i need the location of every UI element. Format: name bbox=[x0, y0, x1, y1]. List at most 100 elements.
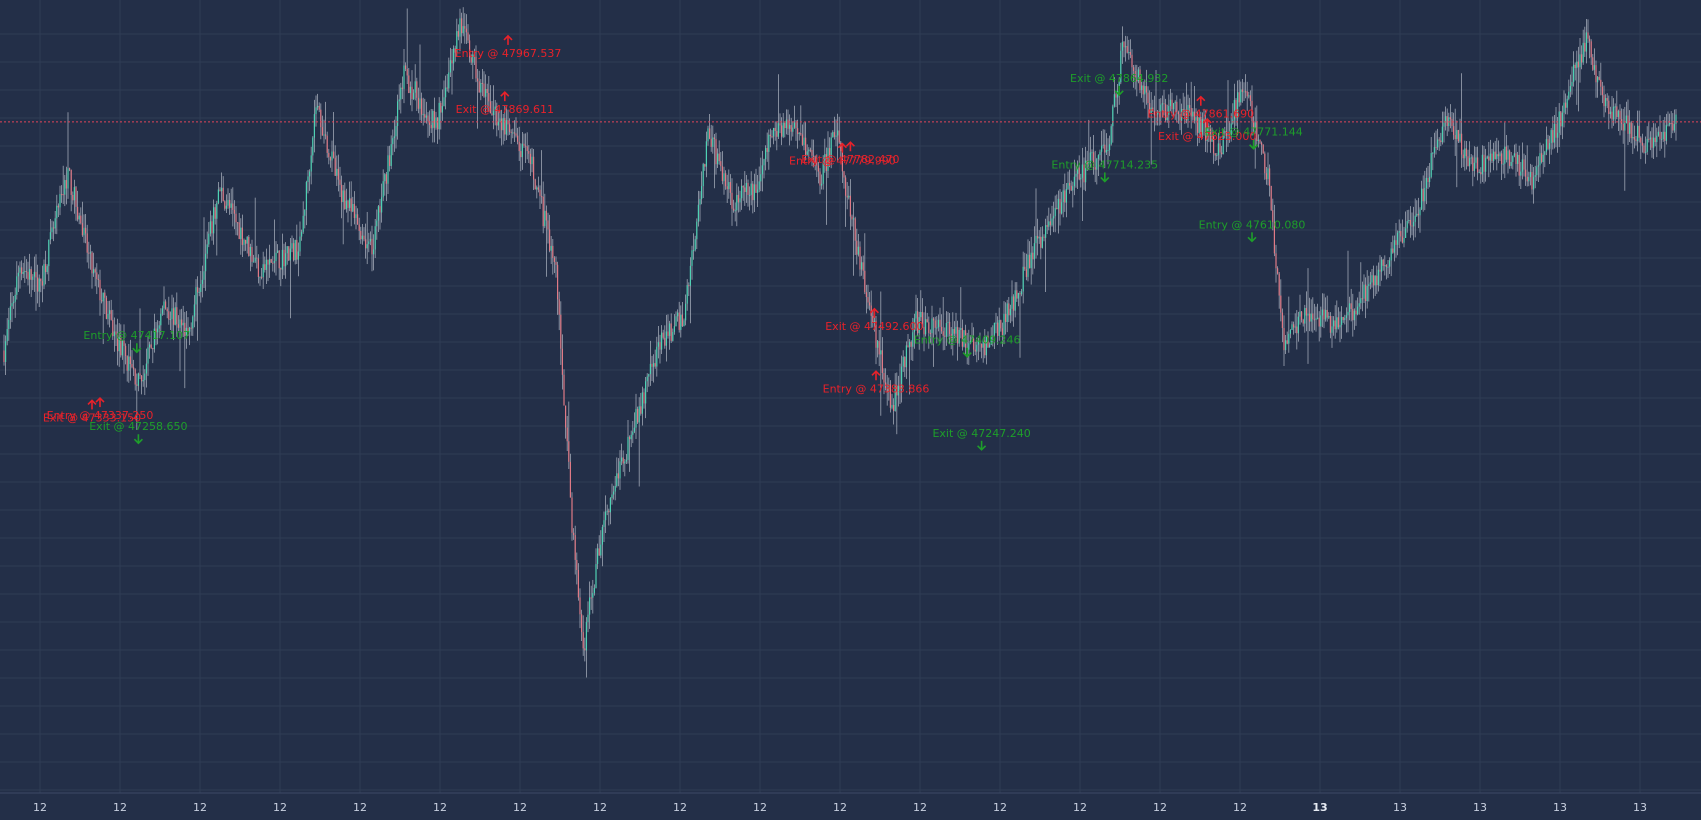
candle-body bbox=[1493, 151, 1495, 162]
trade-marker-entry[interactable]: Entry @ 47779.990 bbox=[789, 142, 896, 168]
candle-body bbox=[430, 124, 432, 129]
trade-marker-entry[interactable]: Entry @ 47417.107 bbox=[83, 329, 190, 354]
candle-body bbox=[166, 308, 168, 312]
candle-body bbox=[150, 344, 152, 349]
candle-body bbox=[373, 249, 375, 255]
x-tick-label: 12 bbox=[993, 801, 1007, 814]
candle-body bbox=[86, 233, 88, 253]
candle-body bbox=[515, 133, 517, 136]
trade-marker-exit[interactable]: Exit @ 47258.650 bbox=[89, 420, 188, 445]
candle-body bbox=[638, 406, 640, 423]
candle-body bbox=[1549, 143, 1551, 149]
candle-body bbox=[43, 264, 45, 286]
candle-body bbox=[435, 117, 437, 128]
candle-body bbox=[1665, 125, 1667, 141]
candle-body bbox=[1379, 269, 1381, 272]
candle-body bbox=[1520, 171, 1522, 176]
candle-body bbox=[969, 340, 971, 344]
candle-body bbox=[235, 213, 237, 223]
candle-body bbox=[1435, 147, 1437, 149]
trade-marker-exit[interactable]: Exit @ 47782.470 bbox=[801, 141, 900, 166]
trade-marker-entry[interactable]: Entry @ 47409.246 bbox=[914, 334, 1021, 358]
candle-body bbox=[281, 249, 283, 270]
arrow-head-icon bbox=[95, 396, 105, 403]
candle-body bbox=[1421, 188, 1423, 210]
candle-body bbox=[1000, 320, 1002, 329]
candle-body bbox=[256, 257, 258, 259]
trade-marker-entry[interactable]: Entry @ 47610.080 bbox=[1199, 218, 1306, 243]
trade-marker-exit[interactable]: Exit @ 47864.932 bbox=[1070, 72, 1168, 96]
candle-body bbox=[784, 122, 786, 129]
candle-body bbox=[907, 345, 909, 348]
trade-marker-entry[interactable]: Entry @ 47861.690 bbox=[1147, 95, 1254, 121]
candle-body bbox=[126, 356, 128, 371]
candle-body bbox=[454, 48, 456, 53]
trade-marker-entry[interactable]: Entry @ 47337.250 bbox=[47, 396, 154, 422]
candle-body bbox=[1392, 248, 1394, 253]
candle-body bbox=[739, 198, 741, 203]
candle-body bbox=[992, 335, 994, 337]
candle-body bbox=[1043, 236, 1045, 238]
trade-marker-exit[interactable]: Exit @ 47869.611 bbox=[456, 91, 554, 116]
candle-body bbox=[3, 350, 5, 363]
candle-body bbox=[782, 122, 784, 137]
candle-body bbox=[1246, 91, 1248, 97]
trade-marker-exit[interactable]: Exit @ 47492.600 bbox=[825, 307, 924, 333]
candle-body bbox=[1598, 76, 1600, 80]
trade-marker-entry[interactable]: Entry @ 47714.235 bbox=[1051, 158, 1158, 183]
candle-body bbox=[438, 102, 440, 130]
candle-body bbox=[936, 327, 938, 329]
candle-body bbox=[185, 327, 187, 336]
candle-body bbox=[305, 181, 307, 211]
candle-body bbox=[477, 78, 479, 82]
candle-body bbox=[1011, 296, 1013, 309]
candle-body bbox=[1265, 173, 1267, 180]
candle-body bbox=[67, 168, 69, 189]
candle-body bbox=[350, 198, 352, 212]
candle-body bbox=[360, 230, 362, 240]
candle-body bbox=[254, 257, 256, 262]
candle-body bbox=[1637, 125, 1639, 142]
candle-body bbox=[587, 614, 589, 623]
candle-body bbox=[1027, 254, 1029, 277]
candle-body bbox=[221, 187, 223, 192]
trade-marker-entry[interactable]: Entry @ 47383.866 bbox=[823, 370, 930, 395]
candle-body bbox=[467, 32, 469, 41]
candle-body bbox=[245, 239, 247, 244]
trade-marker-exit[interactable]: Exit @ 47333.150 bbox=[43, 399, 141, 424]
trade-marker-entry[interactable]: Entry @ 47967.537 bbox=[455, 34, 562, 60]
trade-marker-exit[interactable]: Exit @ 47771.144 bbox=[1204, 126, 1303, 150]
candle-body bbox=[41, 281, 43, 286]
candle-body bbox=[27, 271, 29, 280]
candle-body bbox=[395, 125, 397, 137]
candle-body bbox=[881, 350, 883, 374]
candle-body bbox=[312, 137, 314, 156]
trade-marker-exit[interactable]: Exit @ 47247.240 bbox=[932, 427, 1031, 451]
candle-body bbox=[1104, 144, 1106, 153]
candle-body bbox=[982, 340, 984, 348]
candle-body bbox=[1385, 264, 1387, 268]
candle-body bbox=[184, 322, 186, 336]
candle-body bbox=[1373, 275, 1375, 286]
candle-body bbox=[1081, 164, 1083, 178]
candle-body bbox=[464, 26, 466, 29]
candle-body bbox=[1601, 86, 1603, 96]
candle-body bbox=[1409, 219, 1411, 226]
candle-body bbox=[1069, 182, 1071, 186]
candle-body bbox=[1565, 102, 1567, 108]
candle-body bbox=[443, 97, 445, 107]
candle-body bbox=[333, 151, 335, 158]
candle-body bbox=[1331, 326, 1333, 333]
candle-body bbox=[1005, 313, 1007, 322]
candle-body bbox=[989, 344, 991, 348]
trade-marker-exit[interactable]: Exit @ 47823.000 bbox=[1158, 117, 1256, 143]
candle-body bbox=[862, 262, 864, 271]
candle-body bbox=[1510, 161, 1512, 166]
candle-body bbox=[1230, 123, 1232, 136]
candle-body bbox=[1526, 176, 1528, 182]
candle-body bbox=[169, 319, 171, 321]
candle-body bbox=[75, 187, 77, 207]
candle-body bbox=[941, 326, 943, 332]
candle-body bbox=[654, 363, 656, 367]
